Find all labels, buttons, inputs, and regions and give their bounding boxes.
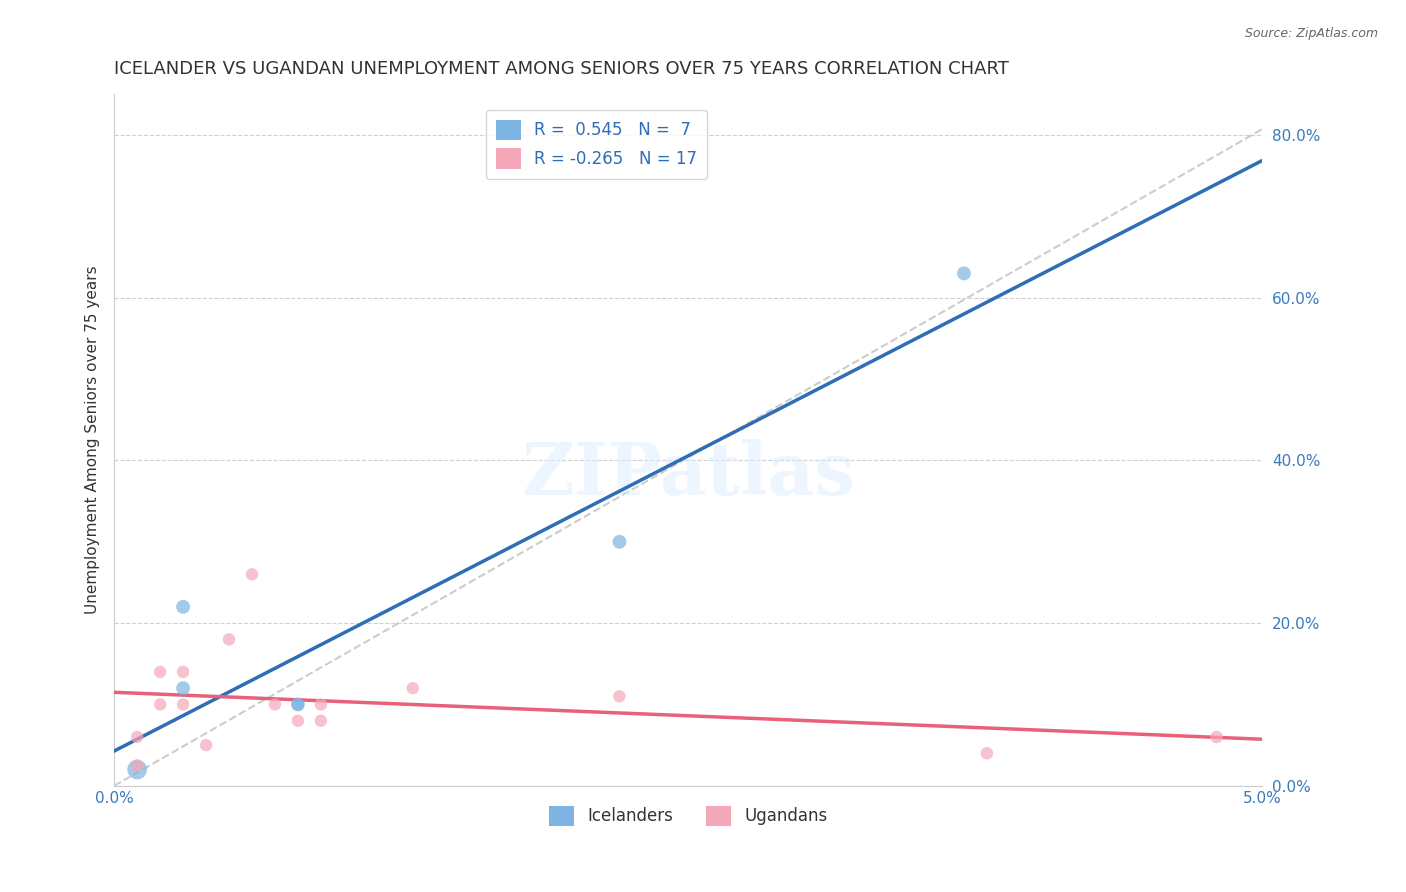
- Point: [149, 665, 172, 679]
- Text: ZIPatlas: ZIPatlas: [522, 439, 855, 510]
- Point: [287, 714, 309, 728]
- Point: [953, 266, 976, 280]
- Point: [149, 698, 172, 712]
- Point: [127, 730, 149, 744]
- Point: [264, 698, 287, 712]
- Point: [172, 599, 194, 614]
- Point: [976, 746, 998, 760]
- Text: ICELANDER VS UGANDAN UNEMPLOYMENT AMONG SENIORS OVER 75 YEARS CORRELATION CHART: ICELANDER VS UGANDAN UNEMPLOYMENT AMONG …: [114, 60, 1010, 78]
- Point: [1205, 730, 1227, 744]
- Point: [240, 567, 263, 582]
- Point: [287, 698, 309, 712]
- Point: [172, 698, 194, 712]
- Point: [287, 698, 309, 712]
- Point: [172, 665, 194, 679]
- Point: [402, 681, 425, 696]
- Y-axis label: Unemployment Among Seniors over 75 years: Unemployment Among Seniors over 75 years: [86, 266, 100, 615]
- Point: [309, 714, 332, 728]
- Point: [218, 632, 240, 647]
- Legend: Icelanders, Ugandans: Icelanders, Ugandans: [543, 799, 835, 833]
- Point: [195, 738, 218, 752]
- Point: [609, 534, 631, 549]
- Point: [309, 698, 332, 712]
- Point: [127, 758, 149, 772]
- Point: [172, 681, 194, 696]
- Point: [609, 690, 631, 704]
- Point: [127, 763, 149, 777]
- Text: Source: ZipAtlas.com: Source: ZipAtlas.com: [1244, 27, 1378, 40]
